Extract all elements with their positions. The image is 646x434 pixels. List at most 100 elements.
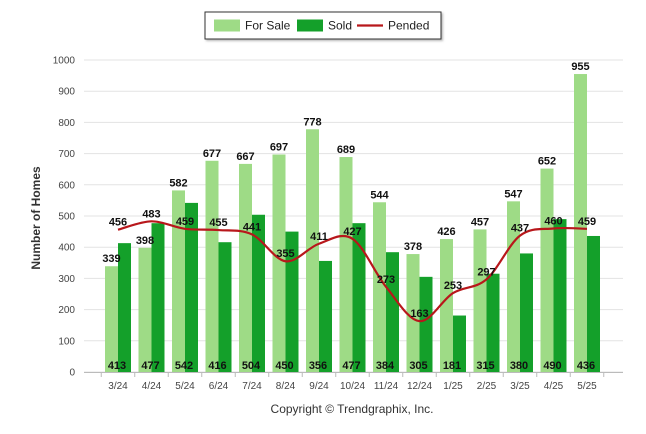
for-sale-bar [272,154,286,372]
pended-value-label: 253 [444,280,462,292]
sold-bar [252,214,265,372]
y-tick-label: 200 [58,305,75,316]
pended-value-label: 441 [243,221,261,233]
for-sale-value-label: 697 [270,142,288,154]
sold-value-label: 356 [309,360,327,372]
pended-value-label: 459 [176,216,194,228]
x-tick-label: 12/24 [407,381,432,392]
y-tick-label: 500 [58,212,75,223]
sold-value-label: 542 [175,360,193,372]
for-sale-value-label: 544 [370,189,389,201]
sold-bar [285,231,299,372]
pended-value-label: 456 [109,217,127,229]
x-tick-label: 11/24 [374,381,399,392]
x-tick-label: 4/25 [544,381,564,392]
sold-bar [319,260,332,372]
x-tick-label: 5/25 [577,381,597,392]
pended-value-label: 163 [410,308,428,320]
sold-bar [352,223,366,372]
for-sale-value-label: 339 [102,253,120,265]
for-sale-value-label: 677 [203,148,221,160]
pended-value-label: 297 [477,266,495,278]
for-sale-value-label: 582 [169,177,187,189]
legend-for-sale-label: For Sale [245,19,291,33]
sold-bar [218,242,232,372]
sold-value-label: 450 [275,360,293,372]
sold-value-label: 380 [510,360,528,372]
for-sale-bar [205,160,219,372]
copyright-footer: Copyright © Trendgraphix, Inc. [271,402,434,416]
x-tick-label: 8/24 [276,381,296,392]
for-sale-value-label: 955 [571,61,589,73]
sold-bar [386,252,399,372]
x-tick-label: 9/24 [309,381,329,392]
x-tick-label: 7/24 [242,381,262,392]
legend-sold-label: Sold [328,19,352,33]
pended-value-label: 427 [343,226,361,238]
for-sale-bar [306,129,319,372]
pended-value-label: 355 [276,248,294,260]
for-sale-bar [373,202,386,372]
for-sale-value-label: 667 [236,151,254,163]
y-tick-label: 100 [58,336,75,347]
for-sale-value-label: 426 [437,226,455,238]
for-sale-value-label: 689 [337,144,355,156]
x-tick-label: 3/25 [510,381,530,392]
legend-sold-swatch [297,19,323,32]
sold-value-label: 413 [108,360,126,372]
pended-value-label: 459 [578,216,596,228]
sold-value-label: 490 [543,360,561,372]
sold-value-label: 384 [376,360,395,372]
for-sale-bar [105,266,118,372]
for-sale-value-label: 778 [303,116,321,128]
for-sale-bar [540,168,554,372]
sold-bar [486,273,500,372]
sold-bar [151,223,165,372]
sold-value-label: 181 [443,360,461,372]
x-tick-label: 1/25 [443,381,463,392]
sold-value-label: 305 [409,360,427,372]
sold-bar [520,253,533,372]
y-tick-label: 0 [69,368,75,379]
bars [105,74,600,372]
for-sale-bar [406,254,420,372]
for-sale-bar [339,157,353,372]
sold-bar [587,235,600,372]
for-sale-value-label: 547 [504,188,522,200]
y-tick-label: 800 [58,118,75,129]
pended-value-label: 483 [142,208,160,220]
legend-pended-label: Pended [388,19,429,33]
pended-value-label: 273 [377,274,395,286]
y-tick-label: 1000 [53,56,76,67]
pended-value-label: 460 [544,215,562,227]
for-sale-bar [239,163,252,372]
sold-value-label: 477 [342,360,360,372]
sold-value-label: 315 [476,360,494,372]
for-sale-bar [473,229,487,372]
sold-value-label: 416 [208,360,226,372]
data-labels: 339 413 456 398 477 483 582 542 459 677 416 455 667 5… [102,61,596,372]
y-tick-label: 400 [58,243,75,254]
x-tick-label: 10/24 [340,381,365,392]
y-axis-title: Number of Homes [29,166,43,270]
pended-line-layer [117,220,588,323]
pended-line [117,220,588,323]
x-tick-label: 2/25 [477,381,497,392]
sold-bar [118,243,131,372]
for-sale-bar [574,74,587,372]
for-sale-bar [507,201,520,372]
for-sale-bar [440,239,453,372]
x-tick-label: 6/24 [209,381,229,392]
axes: 0 100 200 300 400 500 600 700 800 900 1000 3/24 4/24… [53,56,623,392]
y-tick-label: 300 [58,274,75,285]
sold-value-label: 436 [577,360,595,372]
for-sale-value-label: 398 [136,235,154,247]
sold-bar [453,315,466,372]
pended-value-label: 455 [209,217,227,229]
for-sale-value-label: 457 [471,216,489,228]
for-sale-bar [172,190,185,372]
for-sale-value-label: 652 [538,156,556,168]
for-sale-bar [138,247,152,372]
